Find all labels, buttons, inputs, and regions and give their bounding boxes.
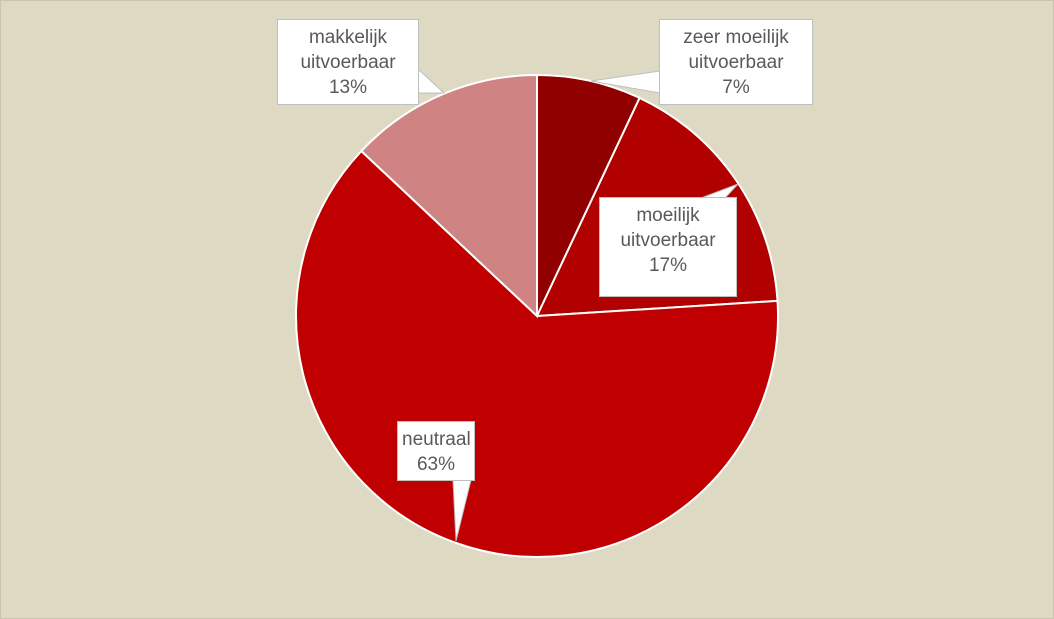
data-label: zeer moeilijk uitvoerbaar 7% xyxy=(659,19,813,105)
data-label: neutraal 63% xyxy=(397,421,475,481)
label-category: makkelijk uitvoerbaar xyxy=(300,27,396,73)
label-category: moeilijk uitvoerbaar xyxy=(620,205,716,251)
label-value: 63% xyxy=(416,454,456,475)
data-label: makkelijk uitvoerbaar 13% xyxy=(277,19,419,105)
label-value: 7% xyxy=(722,77,750,98)
callout-pointer xyxy=(417,67,446,94)
data-label: moeilijk uitvoerbaar 17% xyxy=(599,197,737,297)
label-value: 17% xyxy=(648,255,688,276)
pie-slice xyxy=(536,73,641,317)
pie-slice xyxy=(359,73,538,319)
label-category: zeer moeilijk uitvoerbaar xyxy=(683,27,789,73)
label-value: 13% xyxy=(328,77,368,98)
label-category: neutraal xyxy=(402,429,471,450)
